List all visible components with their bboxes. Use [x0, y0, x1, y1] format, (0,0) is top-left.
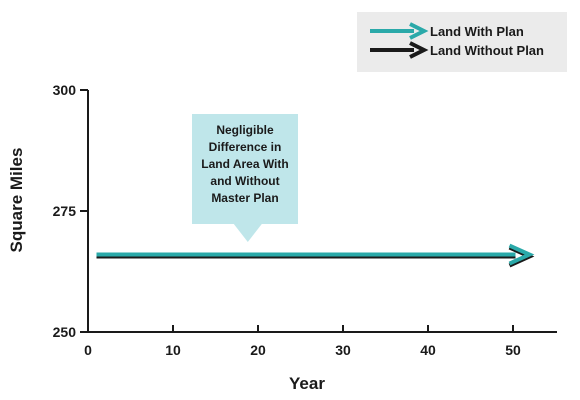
- callout-text-line: Master Plan: [211, 191, 278, 205]
- x-tick-label: 0: [84, 342, 92, 358]
- x-tick-label: 50: [505, 342, 521, 358]
- callout-text-line: Land Area With: [201, 157, 288, 171]
- legend-item: Land Without Plan: [370, 41, 544, 59]
- callout-box: [192, 114, 298, 242]
- callout: Negligible Difference in Land Area With and…: [192, 114, 298, 242]
- y-tick-label: 275: [53, 203, 77, 219]
- legend-label: Land With Plan: [430, 24, 524, 39]
- legend: Land With Plan Land Without Plan: [357, 12, 567, 72]
- x-tick-label: 30: [335, 342, 351, 358]
- legend-swatch-arrowhead: [409, 22, 429, 40]
- x-axis-title: Year: [289, 374, 325, 393]
- x-tick-label: 20: [250, 342, 266, 358]
- legend-swatch-arrowhead: [409, 41, 429, 59]
- y-axis-title: Square Miles: [7, 148, 26, 253]
- series-land-with-plan: [96, 243, 535, 266]
- legend-label: Land Without Plan: [430, 43, 544, 58]
- legend-item: Land With Plan: [370, 22, 524, 40]
- legend-background: [357, 12, 567, 72]
- y-tick-label: 250: [53, 324, 77, 340]
- callout-text-line: and Without: [210, 174, 279, 188]
- callout-text-line: Negligible: [216, 123, 274, 137]
- x-tick-label: 10: [165, 342, 181, 358]
- callout-text-line: Difference in: [209, 140, 282, 154]
- x-tick-label: 40: [420, 342, 436, 358]
- series-arrowhead: [508, 243, 535, 266]
- y-tick-label: 300: [53, 82, 77, 98]
